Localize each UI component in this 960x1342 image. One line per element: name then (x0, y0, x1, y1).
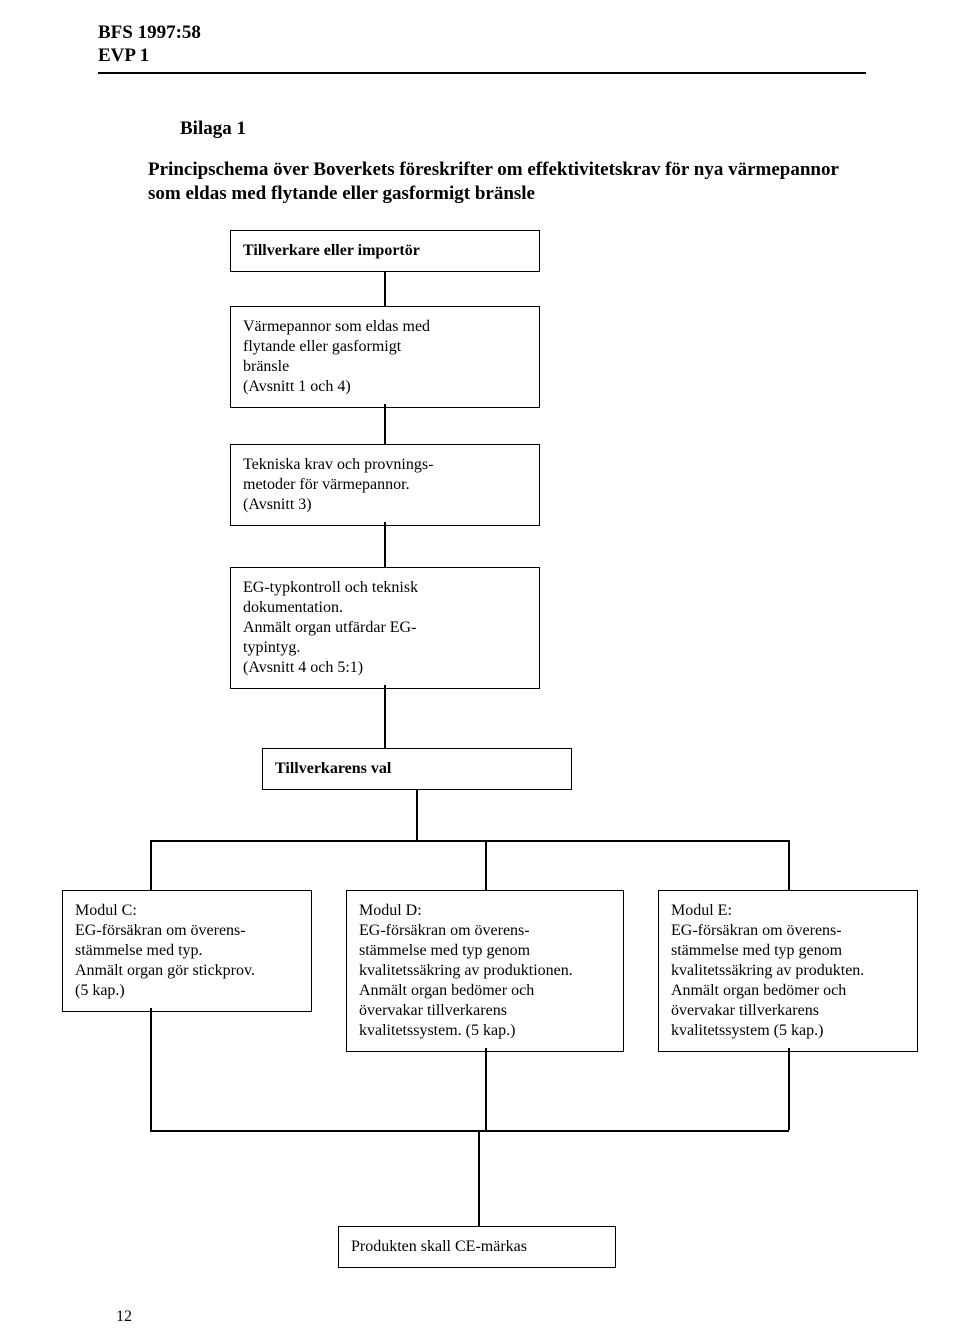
node-varmepannor: Värmepannor som eldas med flytande eller… (230, 306, 540, 408)
me-l6: övervakar tillverkarens (671, 1001, 905, 1021)
n4-l2: dokumentation. (243, 598, 527, 618)
node-ce-mark-title: Produkten skall CE-märkas (351, 1238, 527, 1255)
branch-hline-bottom (150, 1130, 789, 1132)
n2-l4: (Avsnitt 1 och 4) (243, 377, 527, 397)
node-modul-c: Modul C: EG-försäkran om överens- stämme… (62, 890, 312, 1012)
mc-l1: Modul C: (75, 901, 299, 921)
page-number: 12 (116, 1308, 132, 1326)
n2-l3: bränsle (243, 357, 527, 377)
branch-out-e (788, 1048, 790, 1130)
node-ce-mark: Produkten skall CE-märkas (338, 1226, 616, 1268)
n3-l3: (Avsnitt 3) (243, 495, 527, 515)
connector-3-4 (384, 522, 386, 567)
node-egtyp: EG-typkontroll och teknisk dokumentation… (230, 567, 540, 689)
connector-5-branch (416, 790, 418, 840)
bilaga-label: Bilaga 1 (180, 118, 246, 140)
header-line-1: BFS 1997:58 (98, 22, 858, 45)
branch-hline-top (150, 840, 788, 842)
me-l2: EG-försäkran om överens- (671, 921, 905, 941)
md-l7: kvalitetssystem. (5 kap.) (359, 1021, 611, 1041)
n4-l4: typintyg. (243, 638, 527, 658)
me-l1: Modul E: (671, 901, 905, 921)
node-modul-d: Modul D: EG-försäkran om överens- stämme… (346, 890, 624, 1052)
mc-l5: (5 kap.) (75, 981, 299, 1001)
node-tillverkare: Tillverkare eller importör (230, 230, 540, 272)
md-l1: Modul D: (359, 901, 611, 921)
me-l4: kvalitetssäkring av produkten. (671, 961, 905, 981)
me-l7: kvalitetssystem (5 kap.) (671, 1021, 905, 1041)
branch-drop-d (485, 840, 487, 890)
branch-out-c (150, 1008, 152, 1130)
md-l3: stämmelse med typ genom (359, 941, 611, 961)
mc-l3: stämmelse med typ. (75, 941, 299, 961)
mc-l4: Anmält organ gör stickprov. (75, 961, 299, 981)
n2-l1: Värmepannor som eldas med (243, 317, 527, 337)
node-modul-e: Modul E: EG-försäkran om överens- stämme… (658, 890, 918, 1052)
node-tillverkarens-val: Tillverkarens val (262, 748, 572, 790)
md-l6: övervakar tillverkarens (359, 1001, 611, 1021)
md-l2: EG-försäkran om överens- (359, 921, 611, 941)
n4-l1: EG-typkontroll och teknisk (243, 578, 527, 598)
branch-out-d (485, 1048, 487, 1130)
connector-4-5 (384, 685, 386, 748)
connector-1-2 (384, 272, 386, 306)
header-line-2: EVP 1 (98, 45, 858, 68)
doc-header: BFS 1997:58 EVP 1 (98, 22, 858, 74)
n4-l5: (Avsnitt 4 och 5:1) (243, 658, 527, 678)
branch-drop-c (150, 840, 152, 890)
branch-drop-e (788, 840, 790, 890)
connector-2-3 (384, 404, 386, 444)
node-tillverkare-title: Tillverkare eller importör (243, 242, 420, 259)
me-l3: stämmelse med typ genom (671, 941, 905, 961)
n2-l2: flytande eller gasformigt (243, 337, 527, 357)
mc-l2: EG-försäkran om överens- (75, 921, 299, 941)
me-l5: Anmält organ bedömer och (671, 981, 905, 1001)
md-l4: kvalitetssäkring av produktionen. (359, 961, 611, 981)
n4-l3: Anmält organ utfärdar EG- (243, 618, 527, 638)
header-rule (98, 72, 866, 74)
connector-to-ce (478, 1130, 480, 1226)
n3-l1: Tekniska krav och provnings- (243, 455, 527, 475)
n3-l2: metoder för värmepannor. (243, 475, 527, 495)
node-tillverkarens-val-title: Tillverkarens val (275, 760, 391, 777)
subtitle: Principschema över Boverkets föreskrifte… (148, 158, 868, 206)
md-l5: Anmält organ bedömer och (359, 981, 611, 1001)
node-tekniska: Tekniska krav och provnings- metoder för… (230, 444, 540, 526)
